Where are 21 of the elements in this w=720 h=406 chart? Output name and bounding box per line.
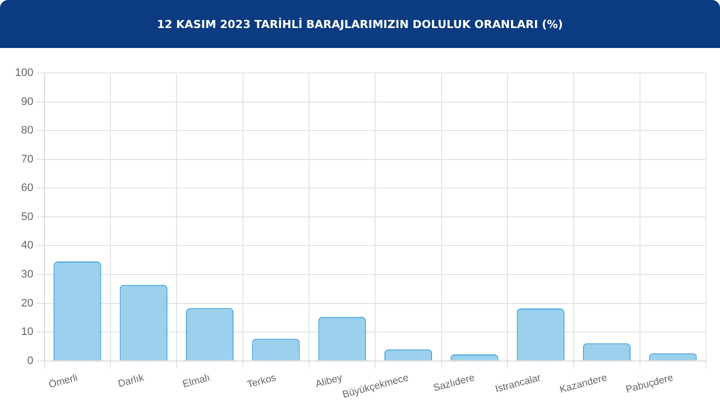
x-tick-label: Pabuçdere (624, 372, 675, 396)
x-tick-label: Alibey (314, 372, 344, 390)
x-tick-label: Istrancalar (494, 372, 543, 396)
y-tick-label: 60 (21, 182, 34, 194)
chart-title: 12 KASIM 2023 TARİHLİ BARAJLARIMIZIN DOLULUK ORANLARI (%) (157, 18, 563, 30)
x-tick-label: Kazandere (558, 372, 609, 396)
y-tick-label: 20 (21, 297, 34, 310)
y-tick-label: 90 (21, 96, 34, 108)
x-tick-label: Elmalı (182, 372, 212, 390)
y-tick-label: 50 (21, 210, 34, 223)
y-tick-label: 40 (21, 240, 34, 252)
y-tick-label: 100 (14, 67, 34, 80)
x-tick-label: Terkos (246, 372, 278, 391)
x-tick-label: Sazlıdere (432, 372, 476, 394)
y-tick-label: 30 (21, 268, 34, 281)
x-tick-label: Ömerli (47, 372, 79, 391)
y-tick-label: 70 (21, 153, 34, 166)
y-tick-label: 10 (21, 326, 34, 338)
y-tick-label: 0 (27, 354, 34, 367)
y-tick-label: 80 (21, 124, 34, 137)
x-tick-label: Darlık (117, 372, 146, 390)
